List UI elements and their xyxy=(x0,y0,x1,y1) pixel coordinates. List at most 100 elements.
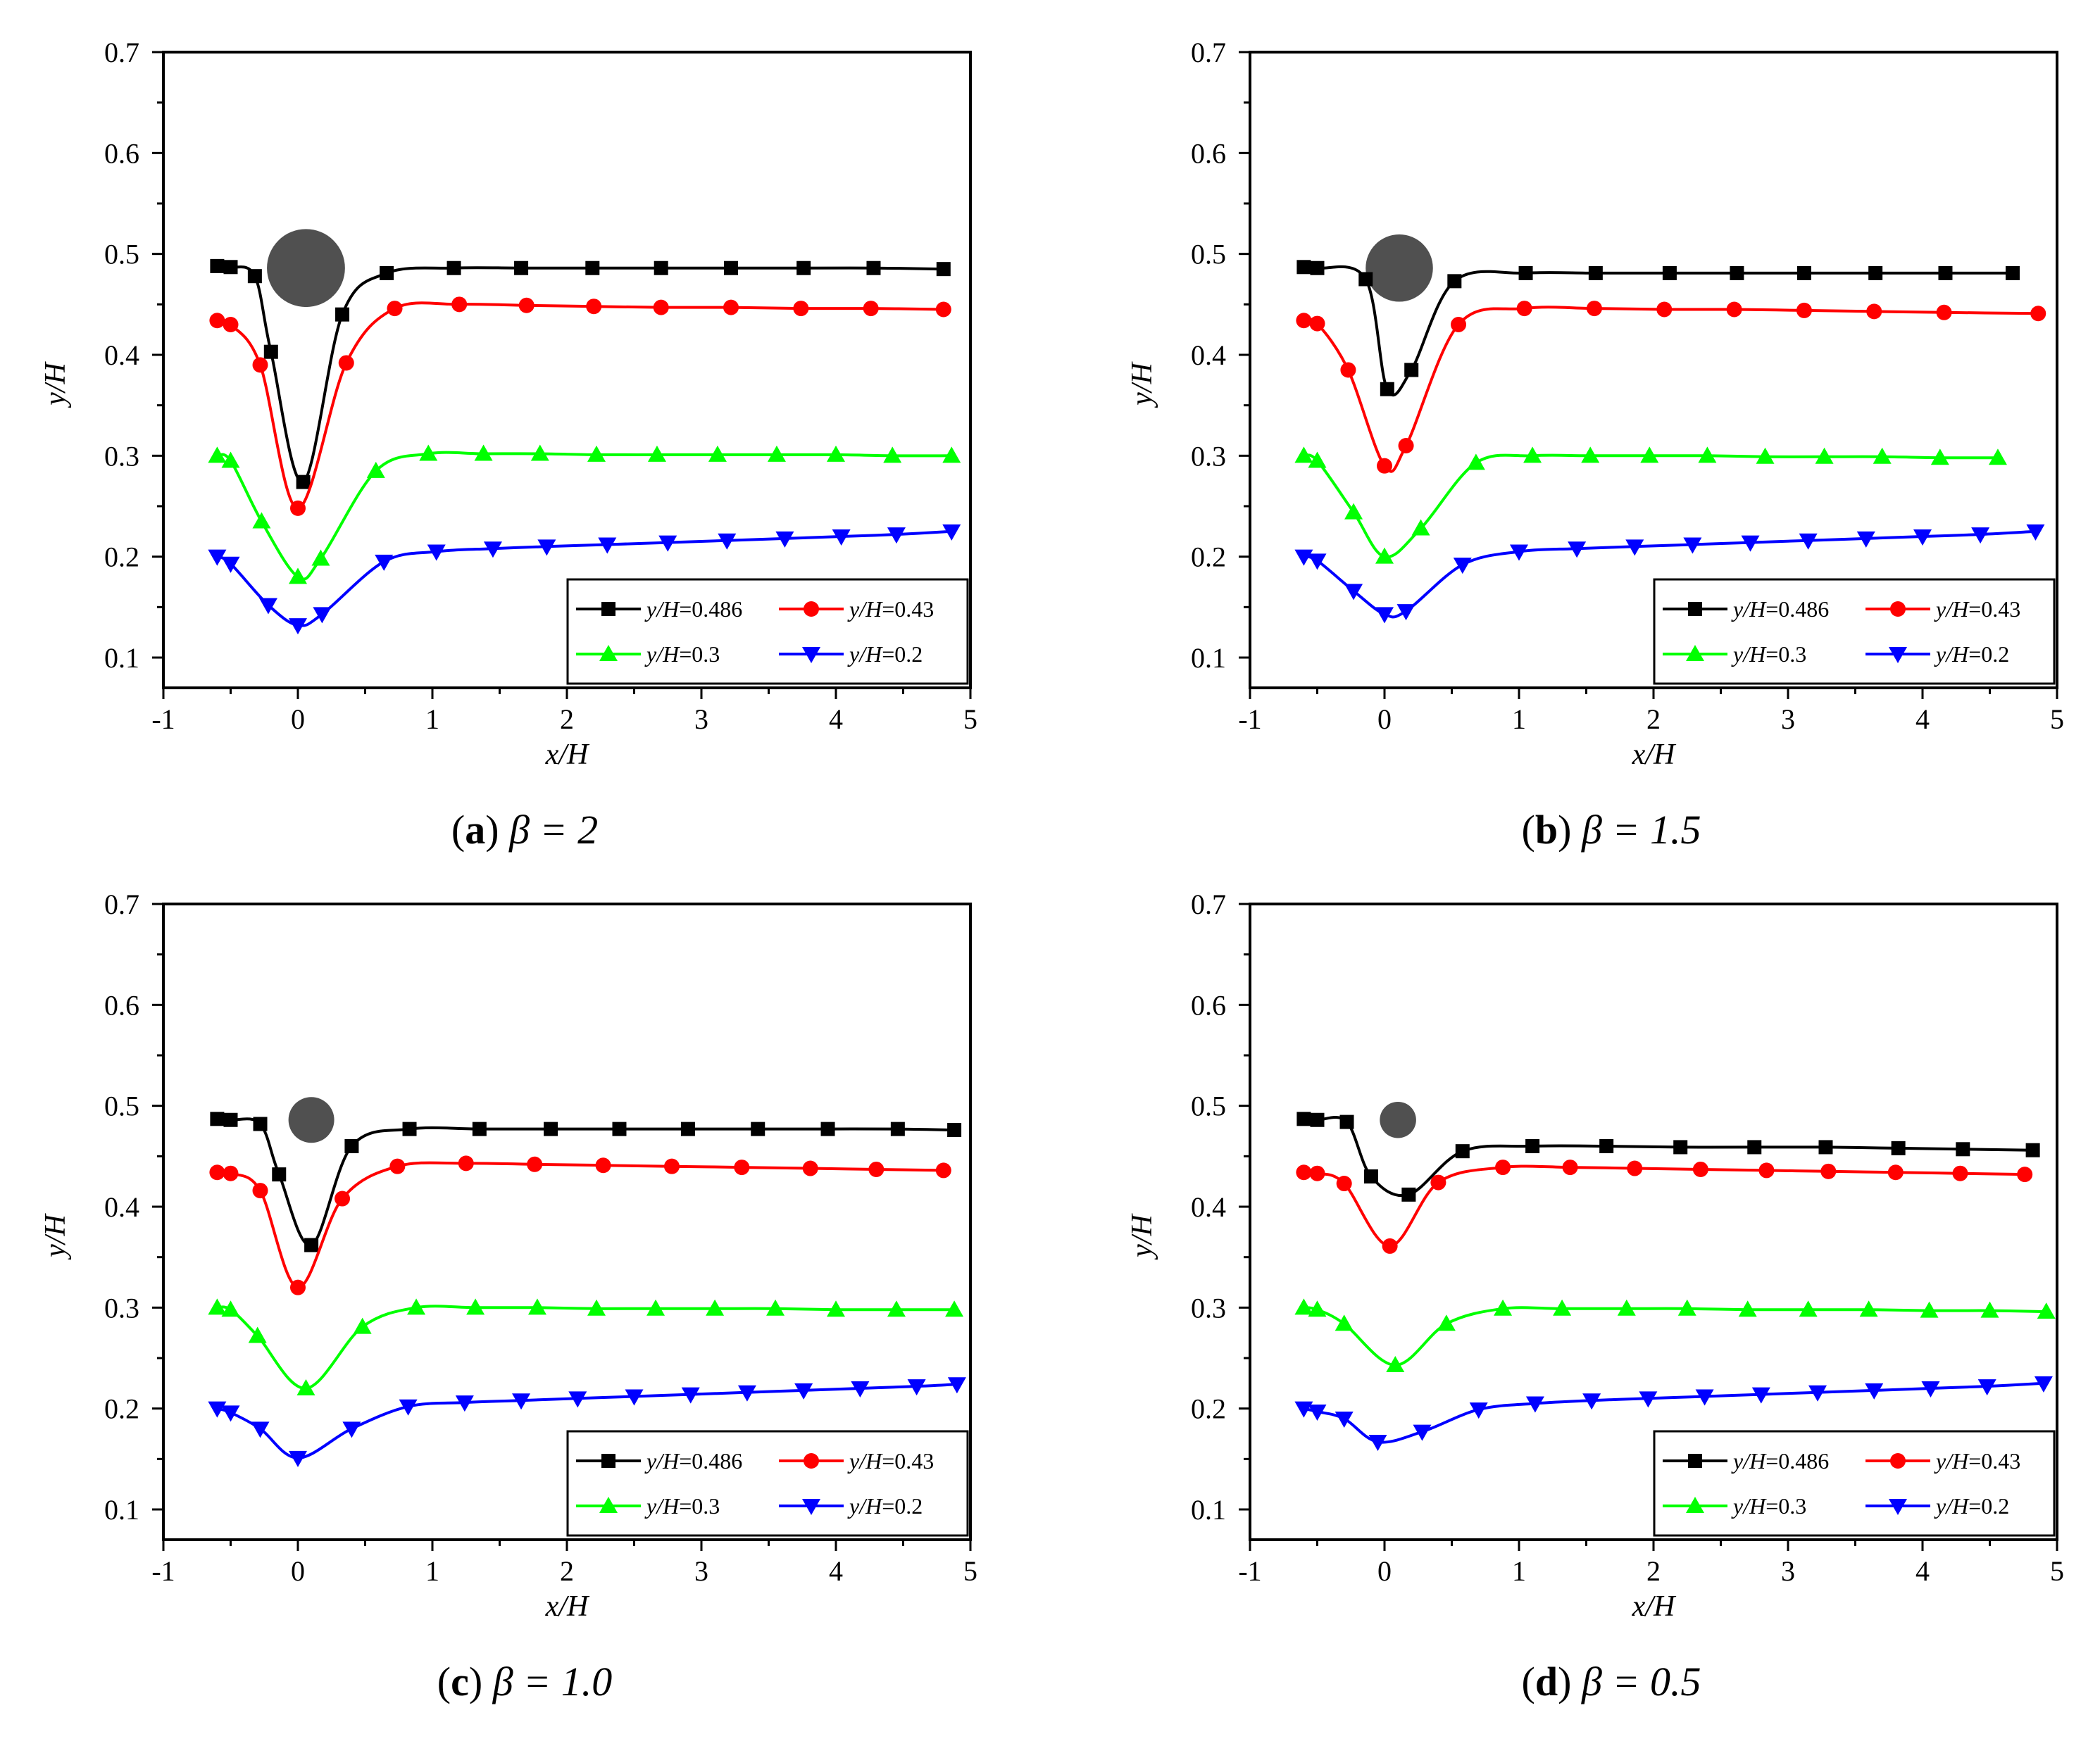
legend-item: y/H=0.2 xyxy=(779,1493,923,1519)
x-tick-label: -1 xyxy=(151,1555,175,1587)
data-point xyxy=(1796,302,1812,318)
x-tick-label: -1 xyxy=(151,703,175,735)
data-point xyxy=(1296,1112,1311,1126)
legend-label: y/H=0.3 xyxy=(644,641,720,667)
data-point xyxy=(1692,1161,1708,1177)
legend-label: y/H=0.486 xyxy=(1731,1448,1829,1474)
legend-item: y/H=0.43 xyxy=(1865,596,2020,622)
legend-label: y/H=0.2 xyxy=(1934,1493,2009,1519)
y-tick-label: 0.7 xyxy=(104,37,139,68)
series-triangle-up xyxy=(208,1298,964,1395)
data-point xyxy=(625,1389,644,1406)
y-tick-label: 0.5 xyxy=(104,1091,139,1122)
data-point xyxy=(1310,1112,1325,1127)
series-line xyxy=(1304,1115,2033,1198)
x-tick-label: 5 xyxy=(2050,1555,2064,1587)
series-line xyxy=(216,1383,957,1459)
data-point xyxy=(2030,306,2046,322)
data-point xyxy=(537,539,556,556)
data-point xyxy=(647,445,666,462)
data-point xyxy=(252,512,271,529)
chart-panel-c: -1 0 1 2 3 4 5 0.1 0.2 0.3 0.4 0.5 0.6 0.7 x/H y/H y/H=0… xyxy=(39,888,977,1704)
data-point xyxy=(263,344,278,359)
data-point xyxy=(1726,301,1742,318)
x-tick-label: 0 xyxy=(291,703,305,735)
y-tick-label: 0.2 xyxy=(1191,541,1226,573)
data-point xyxy=(868,1161,885,1177)
data-point xyxy=(375,554,394,571)
data-point xyxy=(1866,303,1882,320)
series-circle xyxy=(209,1155,951,1295)
data-point xyxy=(1639,1391,1658,1408)
legend-swatch-marker xyxy=(804,601,819,617)
legend-item: y/H=0.2 xyxy=(1865,1493,2009,1519)
y-tick-label: 0.3 xyxy=(1191,440,1226,472)
data-point xyxy=(455,1395,474,1412)
data-point xyxy=(851,1381,870,1398)
data-point xyxy=(708,445,727,462)
series-line xyxy=(216,529,952,627)
data-point xyxy=(1398,438,1414,453)
data-point xyxy=(1656,301,1673,318)
data-point xyxy=(2025,1143,2040,1157)
series-square xyxy=(210,1112,962,1252)
x-tick-label: 2 xyxy=(560,1555,574,1587)
data-point xyxy=(2037,1302,2056,1319)
legend-box xyxy=(1653,578,2056,685)
y-tick-label: 0.5 xyxy=(1191,1091,1226,1122)
data-point xyxy=(1640,446,1659,463)
data-point xyxy=(907,1379,926,1396)
data-point xyxy=(1294,1298,1313,1315)
data-point xyxy=(208,549,227,566)
data-point xyxy=(342,1421,361,1438)
data-point xyxy=(866,260,881,275)
data-point xyxy=(402,1122,417,1136)
data-point xyxy=(1451,317,1467,332)
legend: y/H=0.486 y/H=0.43 y/H=0.3 y/H=0.2 xyxy=(566,578,969,685)
data-point xyxy=(1344,584,1363,601)
legend-swatch-marker xyxy=(1686,645,1704,661)
data-point xyxy=(1466,453,1485,470)
legend-label: y/H=0.3 xyxy=(1731,641,1806,667)
data-point xyxy=(272,1167,287,1182)
data-point xyxy=(248,1326,267,1343)
x-tick-label: 3 xyxy=(1781,1555,1795,1587)
y-tick-label: 0.6 xyxy=(104,137,139,169)
series-line xyxy=(216,451,952,581)
data-point xyxy=(1525,1139,1540,1153)
data-point xyxy=(1938,265,1953,280)
data-point xyxy=(247,269,262,284)
data-point xyxy=(654,260,668,275)
data-point xyxy=(1510,544,1528,561)
data-point xyxy=(587,445,606,462)
x-tick-label: 4 xyxy=(1915,703,1930,735)
data-point xyxy=(472,1122,487,1136)
data-point xyxy=(344,1139,359,1153)
legend-box xyxy=(1653,1430,2056,1537)
series-triangle-down xyxy=(208,1377,966,1467)
data-point xyxy=(793,301,809,317)
data-point xyxy=(1952,1165,1968,1181)
data-point xyxy=(419,444,438,461)
data-point xyxy=(820,1122,835,1136)
data-point xyxy=(1677,1299,1696,1316)
x-tick-label: 1 xyxy=(1512,703,1526,735)
data-point xyxy=(1913,529,1932,546)
data-point xyxy=(1516,301,1532,317)
data-point xyxy=(587,1299,606,1316)
data-point xyxy=(1747,1140,1762,1155)
data-point xyxy=(1335,1412,1354,1428)
data-point xyxy=(1518,265,1533,280)
legend-box xyxy=(566,1430,969,1537)
data-point xyxy=(380,265,394,280)
data-point xyxy=(1599,1139,1614,1153)
x-tick-label: 2 xyxy=(1646,703,1661,735)
data-point xyxy=(947,1377,966,1394)
data-point xyxy=(1344,503,1363,520)
series-triangle-up xyxy=(1294,1298,2056,1373)
legend-item: y/H=0.3 xyxy=(1663,641,1806,667)
data-point xyxy=(387,301,403,317)
data-point xyxy=(1627,1160,1643,1176)
x-tick-label: 0 xyxy=(1377,703,1392,735)
x-tick-label: 3 xyxy=(1781,703,1795,735)
